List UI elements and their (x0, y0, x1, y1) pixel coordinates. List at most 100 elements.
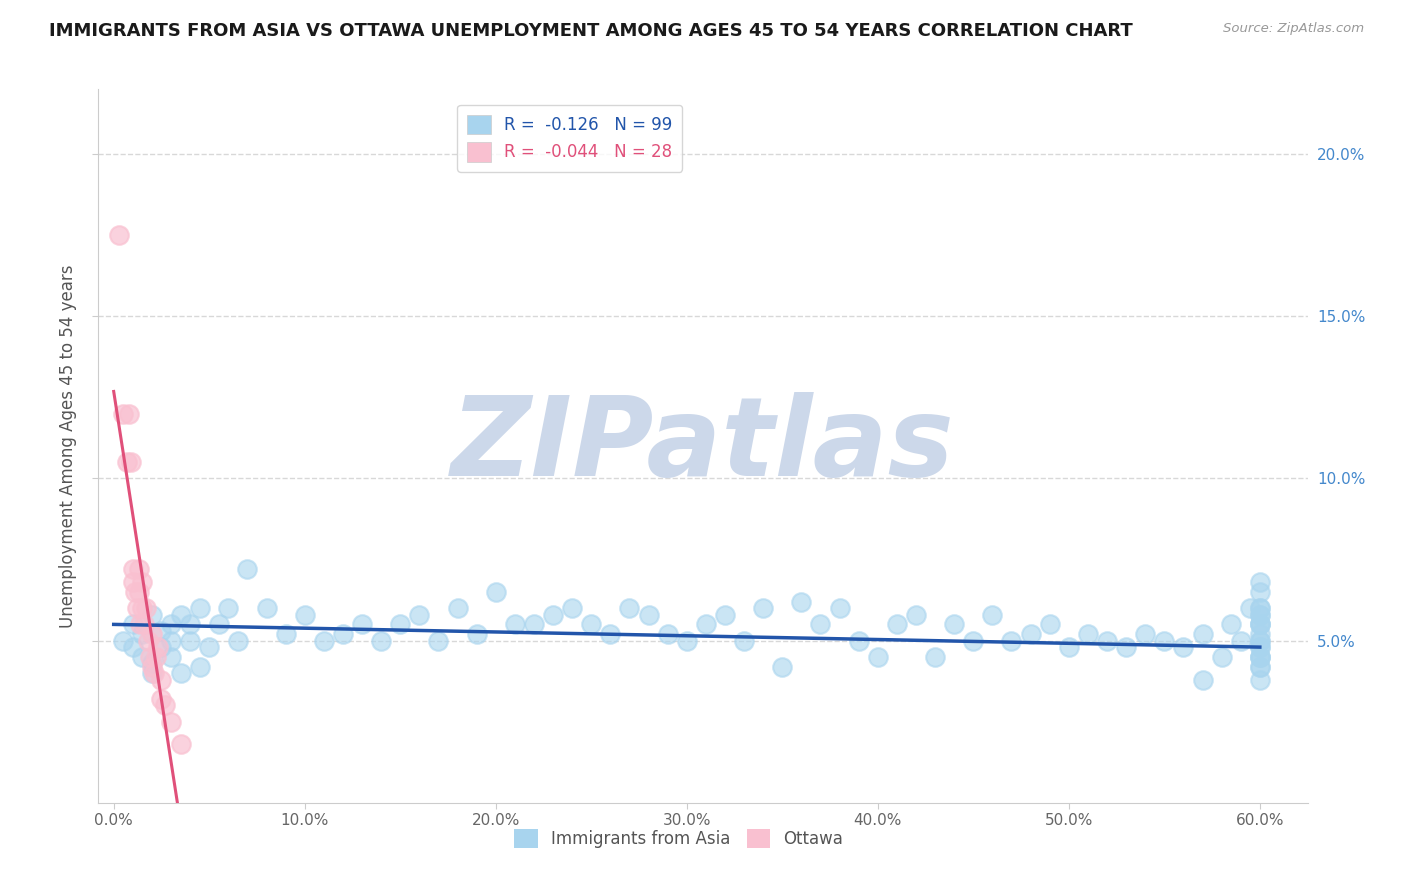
Point (141, 607, 163, 622)
Point (752, 601, 775, 615)
Point (198, 640, 221, 654)
Point (141, 659, 163, 673)
Point (150, 673, 173, 687)
Text: Source: ZipAtlas.com: Source: ZipAtlas.com (1223, 22, 1364, 36)
Point (131, 601, 153, 615)
Point (886, 617, 908, 632)
Point (828, 601, 851, 615)
Point (866, 649, 889, 664)
Point (332, 627, 354, 641)
Point (1115, 640, 1137, 654)
Point (1220, 617, 1243, 632)
Point (129, 617, 152, 632)
Point (1249, 640, 1271, 654)
Point (1057, 640, 1080, 654)
Point (1249, 575, 1271, 590)
Point (312, 633, 335, 648)
Point (121, 575, 143, 590)
Point (1249, 633, 1271, 648)
Point (1249, 673, 1271, 687)
Point (1249, 601, 1271, 615)
Point (179, 633, 201, 648)
Point (790, 595, 813, 609)
Point (139, 649, 162, 664)
Point (160, 649, 183, 664)
Point (118, 407, 141, 421)
Point (446, 601, 468, 615)
Point (208, 617, 231, 632)
Point (657, 627, 679, 641)
Point (1249, 633, 1271, 648)
Point (1249, 627, 1271, 641)
Point (188, 601, 211, 615)
Point (523, 617, 546, 632)
Point (943, 617, 966, 632)
Point (120, 455, 142, 469)
Point (581, 617, 603, 632)
Point (848, 633, 870, 648)
Point (146, 640, 169, 654)
Legend: Immigrants from Asia, Ottawa: Immigrants from Asia, Ottawa (508, 822, 851, 855)
Text: ZIPatlas: ZIPatlas (451, 392, 955, 500)
Point (108, 228, 131, 243)
Point (150, 624, 173, 638)
Point (1249, 649, 1271, 664)
Point (1077, 627, 1099, 641)
Point (274, 627, 297, 641)
Point (160, 617, 183, 632)
Point (389, 617, 412, 632)
Point (236, 562, 259, 576)
Point (1173, 640, 1195, 654)
Point (1249, 617, 1271, 632)
Point (733, 633, 755, 648)
Point (115, 455, 138, 469)
Point (121, 640, 143, 654)
Point (1249, 659, 1271, 673)
Point (128, 585, 150, 599)
Point (294, 607, 316, 622)
Point (1229, 633, 1251, 648)
Point (141, 627, 163, 641)
Point (160, 633, 183, 648)
Point (217, 601, 239, 615)
Point (675, 633, 697, 648)
Point (145, 649, 167, 664)
Point (1249, 640, 1271, 654)
Point (695, 617, 717, 632)
Point (169, 666, 191, 681)
Point (350, 617, 373, 632)
Point (1191, 627, 1213, 641)
Point (619, 601, 641, 615)
Point (1039, 617, 1062, 632)
Point (188, 659, 211, 673)
Point (370, 633, 392, 648)
Text: IMMIGRANTS FROM ASIA VS OTTAWA UNEMPLOYMENT AMONG AGES 45 TO 54 YEARS CORRELATIO: IMMIGRANTS FROM ASIA VS OTTAWA UNEMPLOYM… (49, 22, 1133, 40)
Point (561, 601, 583, 615)
Point (541, 607, 564, 622)
Point (226, 633, 249, 648)
Point (160, 714, 183, 729)
Point (131, 627, 153, 641)
Point (1239, 601, 1261, 615)
Point (1249, 617, 1271, 632)
Point (150, 640, 173, 654)
Point (1153, 633, 1175, 648)
Point (1249, 607, 1271, 622)
Y-axis label: Unemployment Among Ages 45 to 54 years: Unemployment Among Ages 45 to 54 years (59, 264, 77, 628)
Point (125, 601, 148, 615)
Point (770, 659, 793, 673)
Point (141, 666, 163, 681)
Point (155, 698, 177, 713)
Point (810, 617, 832, 632)
Point (962, 633, 984, 648)
Point (465, 627, 488, 641)
Point (1135, 627, 1157, 641)
Point (1249, 649, 1271, 664)
Point (1249, 607, 1271, 622)
Point (134, 617, 156, 632)
Point (112, 633, 135, 648)
Point (1191, 673, 1213, 687)
Point (112, 407, 135, 421)
Point (128, 562, 150, 576)
Point (485, 585, 508, 599)
